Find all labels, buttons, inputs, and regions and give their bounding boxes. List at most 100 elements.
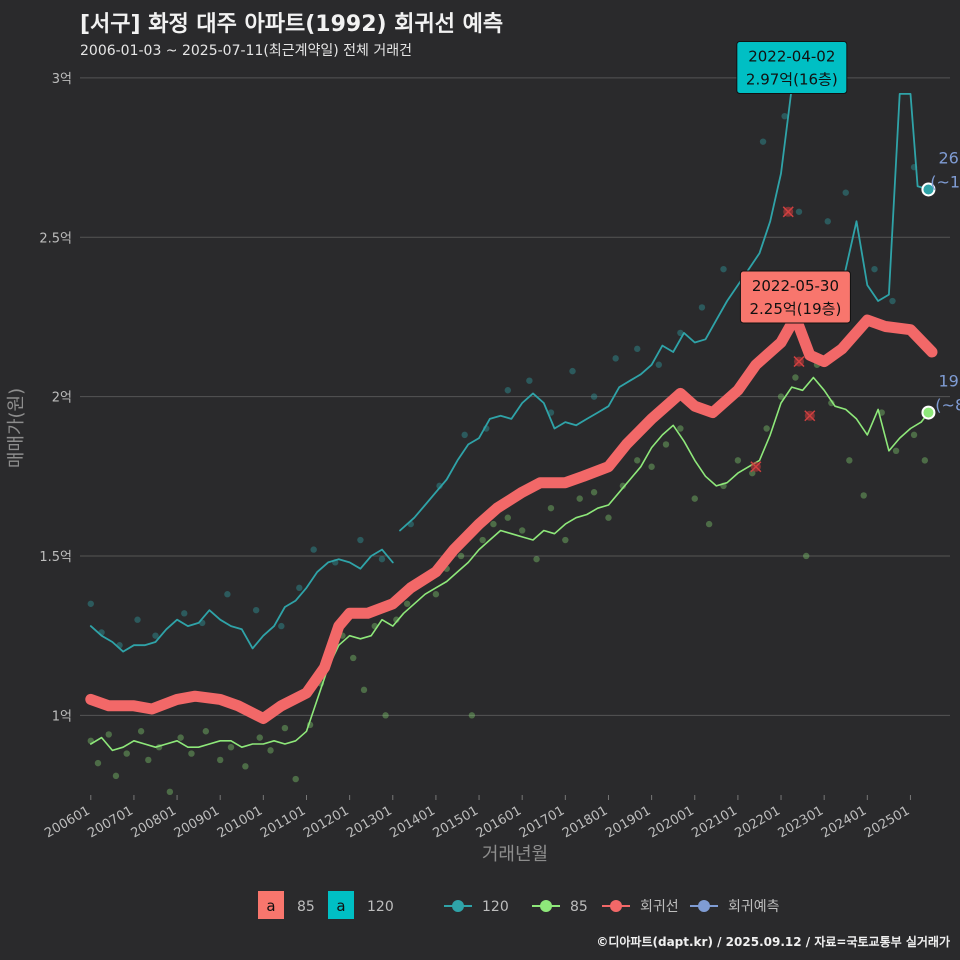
scatter-point-85	[217, 756, 224, 764]
scatter-point-85	[468, 712, 476, 719]
chart-title: [서구] 화정 대주 아파트(1992) 회귀선 예측	[80, 12, 504, 37]
scatter-point-85	[292, 775, 299, 783]
scatter-point-85	[177, 734, 184, 741]
x-tick-label: 201301	[344, 803, 394, 841]
scatter-point-85	[350, 654, 357, 662]
y-tick-labels: 1억 1.5억 2억 2.5억 3억	[39, 72, 72, 724]
x-tick-label: 201201	[301, 803, 351, 841]
end-label-area: (~85㎡)	[935, 396, 960, 415]
scatter-point-85	[860, 492, 867, 499]
scatter-point-120	[842, 189, 849, 196]
x-tick-label: 200601	[42, 803, 92, 841]
legend-series-text: 85	[570, 899, 588, 915]
highlight-cross	[793, 356, 805, 368]
legend-series-dot	[452, 900, 464, 912]
annotation-box	[739, 270, 851, 324]
scatter-point-85	[504, 514, 512, 521]
scatter-point-120	[134, 616, 141, 623]
scatter-point-85	[382, 712, 389, 719]
end-point	[921, 405, 936, 420]
x-tick-label: 201501	[431, 803, 481, 841]
x-tick-label: 201901	[603, 803, 653, 841]
scatter-point-85	[518, 527, 526, 534]
legend-label-letter: a	[336, 897, 345, 915]
scatter-point-120	[87, 600, 94, 607]
legend-label-text: 85	[297, 899, 315, 915]
scatter-point-85	[360, 686, 368, 694]
end-label-area: (~120㎡)	[930, 172, 960, 191]
scatter-point-120	[504, 387, 512, 394]
scatter-point-85	[533, 555, 540, 563]
scatter-point-85	[94, 759, 102, 767]
annotation-box	[736, 40, 848, 94]
scatter-point-120	[612, 355, 619, 362]
scatter-point-120	[634, 345, 641, 353]
scatter-point-85	[490, 520, 497, 528]
scatter-point-85	[145, 756, 152, 764]
scatter-point-120	[526, 377, 533, 384]
x-tick-label: 201101	[258, 803, 308, 841]
scatter-point-120	[698, 304, 706, 311]
scatter-point-85	[227, 743, 235, 751]
scatter-point-120	[824, 218, 831, 225]
legend-label-letter: a	[266, 897, 275, 915]
scatter-point-120	[357, 536, 364, 544]
scatter-point-120	[152, 632, 159, 639]
x-tick-label: 202201	[733, 803, 783, 841]
chart-subtitle: 2006-01-03 ~ 2025-07-11(최근계약일) 전체 거래건	[80, 43, 412, 59]
x-tick-label: 201701	[517, 803, 567, 841]
legend: a 85 a 120 120 85 회귀선 회귀예측	[258, 891, 780, 919]
scatter-point-85	[281, 724, 289, 732]
scatter-point-85	[393, 616, 400, 623]
scatter-point-85	[123, 750, 130, 757]
scatter-point-85	[242, 763, 249, 770]
scatter-point-120	[378, 555, 386, 563]
highlight-cross	[804, 410, 816, 422]
scatter-point-85	[166, 788, 174, 796]
scatter-point-85	[910, 431, 918, 439]
scatter-point-85	[432, 591, 440, 598]
scatter-point-85	[188, 750, 195, 757]
scatter-point-120	[181, 610, 188, 617]
scatter-point-85	[763, 425, 770, 432]
scatter-point-85	[562, 536, 569, 544]
x-tick-labels: 2006012007012008012009012010012011012012…	[42, 795, 912, 841]
x-tick-label: 201001	[215, 803, 265, 841]
x-tick-label: 202001	[646, 803, 696, 841]
legend-series-text: 120	[482, 899, 509, 915]
scatter-points	[87, 112, 929, 796]
y-axis-title: 매매가(원)	[6, 388, 27, 468]
scatter-point-85	[677, 425, 684, 432]
annotation-price: 2.97억(16층)	[746, 70, 838, 88]
end-label-price: 26,500	[938, 148, 960, 167]
scatter-point-85	[112, 772, 120, 780]
scatter-point-120	[296, 584, 303, 592]
legend-label-text: 120	[367, 899, 394, 915]
y-tick-label: 1.5억	[39, 550, 72, 565]
x-axis-title: 거래년월	[482, 844, 548, 865]
scatter-point-120	[310, 546, 317, 553]
legend-series-text: 회귀선	[640, 899, 679, 915]
x-tick-label: 202501	[862, 803, 912, 841]
scatter-point-120	[871, 265, 878, 273]
scatter-point-120	[569, 367, 576, 375]
scatter-point-85	[590, 489, 598, 496]
series-line-reg	[85, 311, 938, 724]
scatter-point-85	[457, 552, 465, 560]
scatter-point-120	[720, 265, 727, 273]
x-tick-label: 201801	[560, 803, 610, 841]
scatter-point-85	[605, 514, 612, 521]
scatter-point-120	[461, 431, 468, 439]
scatter-point-120	[889, 297, 896, 305]
scatter-point-85	[479, 536, 486, 544]
scatter-point-85	[792, 374, 799, 381]
footer-credit: ©디아파트(dapt.kr) / 2025.09.12 / 자료=국토교통부 실…	[596, 935, 950, 949]
scatter-point-120	[781, 112, 788, 120]
y-tick-label: 2.5억	[39, 231, 72, 246]
legend-series-dot	[610, 900, 622, 912]
end-point	[921, 182, 936, 197]
scatter-point-85	[892, 447, 900, 455]
x-tick-label: 200801	[129, 803, 179, 841]
scatter-point-85	[662, 441, 670, 448]
